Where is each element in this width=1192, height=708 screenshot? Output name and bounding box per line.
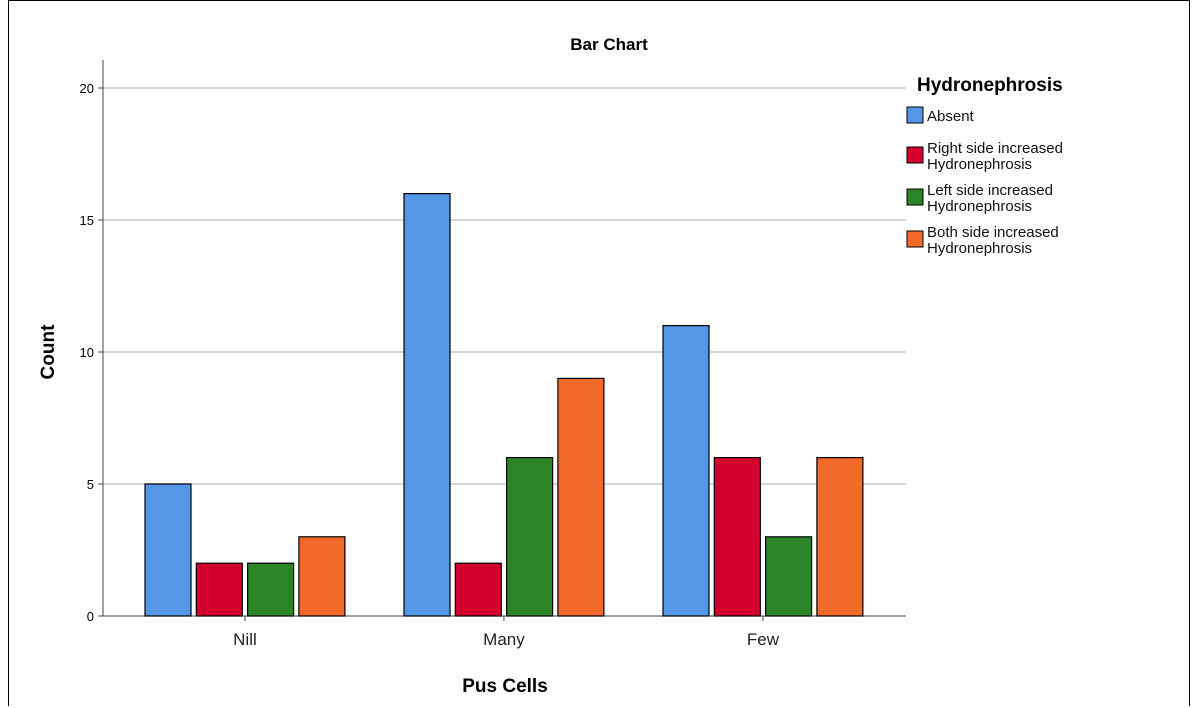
x-tick-labels: Nill Many Few	[233, 616, 780, 649]
bar-few-series-3	[764, 536, 813, 617]
bar-nill-series-2	[195, 562, 243, 617]
legend-label-2: Hydronephrosis	[927, 156, 1032, 173]
chart-title: Bar Chart	[570, 35, 648, 54]
legend-label-3: Left side increased	[927, 182, 1053, 199]
legend-label-4: Hydronephrosis	[927, 240, 1032, 257]
bar-few-series-4	[816, 457, 864, 617]
legend-swatch-4	[906, 230, 924, 248]
legend-swatch-2	[906, 146, 924, 164]
bar-many-series-2	[454, 562, 502, 617]
y-tick-label: 5	[87, 477, 94, 492]
x-tick-label: Many	[483, 630, 525, 649]
legend-label-4: Both side increased	[927, 224, 1059, 241]
y-tick-labels: 0 5 10 15 20	[80, 81, 103, 624]
y-tick-label: 10	[80, 345, 94, 360]
legend-title: Hydronephrosis	[917, 75, 1063, 96]
bar-nill-series-4	[298, 536, 346, 617]
legend: Hydronephrosis Absent Right side increase…	[906, 75, 1063, 257]
bar-nill-series-1	[144, 483, 192, 617]
y-tick-label: 20	[80, 81, 94, 96]
y-axis-title: Count	[38, 324, 59, 380]
legend-label-3: Hydronephrosis	[927, 198, 1032, 215]
bar-nill-series-3	[247, 562, 295, 617]
legend-swatch-1	[906, 106, 924, 124]
bar-few-series-1	[662, 325, 710, 617]
legend-label-2: Right side increased	[927, 140, 1063, 157]
legend-swatch-3	[906, 188, 924, 206]
y-tick-label: 15	[80, 213, 94, 228]
x-axis-title: Pus Cells	[462, 676, 548, 697]
legend-label-1: Absent	[927, 108, 975, 125]
x-tick-label: Nill	[233, 630, 257, 649]
y-tick-label: 0	[87, 609, 94, 624]
x-tick-label: Few	[747, 630, 780, 649]
bar-many-series-1	[403, 193, 451, 617]
bar-few-series-2	[713, 457, 761, 617]
bars	[144, 193, 864, 617]
gridlines	[103, 87, 906, 485]
bar-many-series-4	[557, 377, 605, 617]
axes	[102, 60, 906, 617]
bar-many-series-3	[506, 457, 554, 617]
